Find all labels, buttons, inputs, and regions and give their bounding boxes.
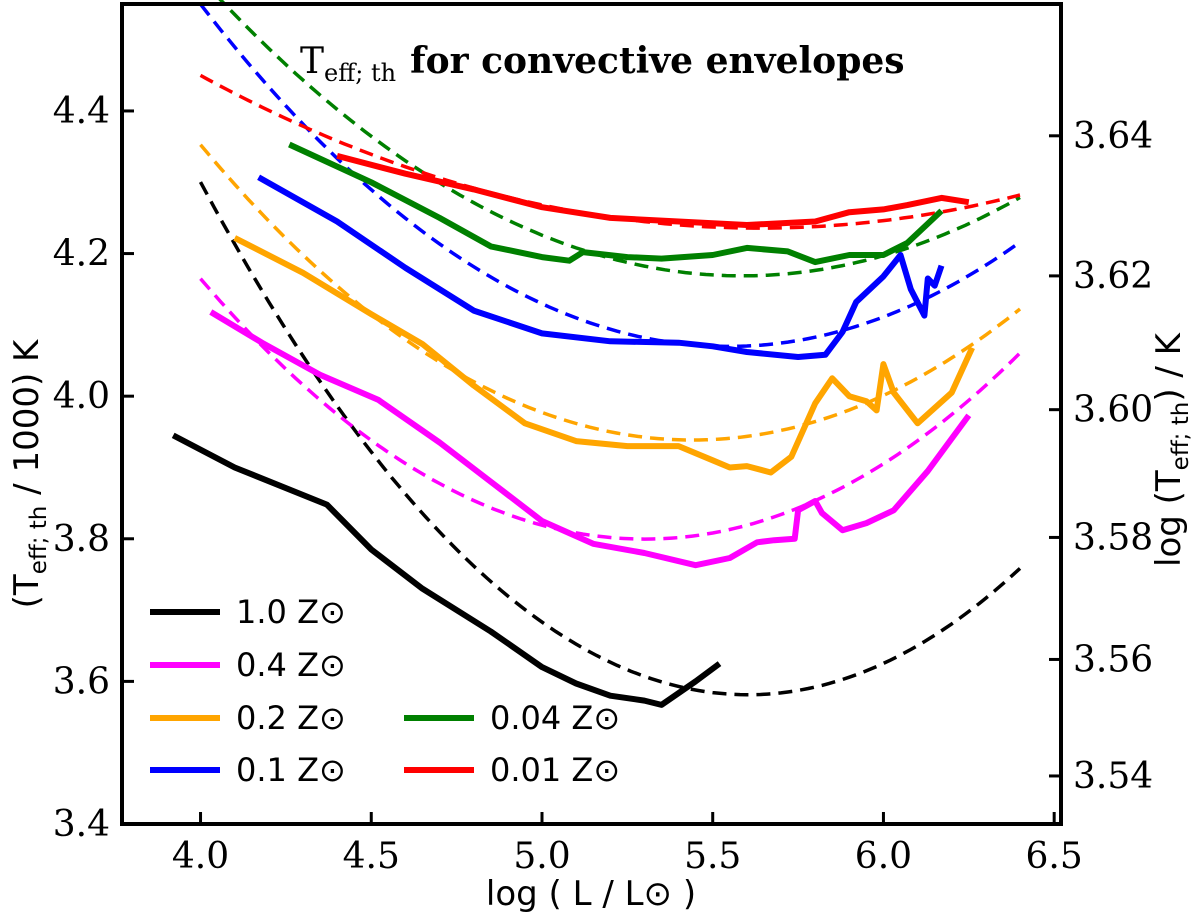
y-axis-ticks: 3.4 3.6 3.8 4.0 4.2 4.4 [53,91,134,845]
y2-axis-label: log (Teff; th) / K [1149,331,1194,567]
x-tick-label: 4.0 [172,836,229,877]
y-tick-label: 4.4 [53,91,110,132]
y2-label-rest: ) / K [1149,331,1189,401]
fit-curve-3 [199,143,1022,442]
y2-tick-label: 3.62 [1073,256,1153,297]
x-tick-label: 5.5 [684,836,741,877]
chart-title: Teff; th for convective envelopes [300,40,905,87]
y2-label-prefix: log (T [1149,470,1189,567]
y2-tick-label: 3.54 [1073,756,1153,797]
legend: 1.0 Z⊙ 0.4 Z⊙ 0.2 Z⊙ 0.1 Z⊙ 0.04 Z⊙ 0.01 Z⊙ [150,593,620,789]
y-label-prefix: (T [7,574,47,608]
fit-curve-2 [199,277,1022,541]
x-tick-label: 6.0 [855,836,912,877]
legend-label-0p01-z: 0.01 Z⊙ [490,751,620,789]
fit-curve-6 [199,73,1021,230]
legend-label-0p1-z: 0.1 Z⊙ [236,751,346,789]
x-tick-label: 5.0 [513,836,570,877]
series-line-0p1-z [257,174,945,360]
legend-label-0p2-z: 0.2 Z⊙ [236,699,346,737]
y-tick-label: 3.6 [53,661,110,702]
legend-label-1p0-z: 1.0 Z⊙ [236,593,346,631]
y2-tick-label: 3.60 [1073,390,1153,431]
title-rest: for convective envelopes [410,40,904,82]
fit-curve-1 [198,181,1022,697]
y2-tick-label: 3.56 [1073,639,1153,680]
data-lines [171,141,975,708]
y-tick-label: 3.8 [53,519,110,560]
y-label-rest: / 1000) K [7,338,47,506]
series-line-0p4-z [209,309,972,569]
x-axis-ticks: 4.0 4.5 5.0 5.5 6.0 6.5 [172,812,1083,877]
y-tick-label: 4.2 [53,234,110,275]
series-line-0p04-z [288,141,944,266]
x-tick-label: 4.5 [343,836,400,877]
y2-axis-ticks: 3.54 3.56 3.58 3.60 3.62 3.64 [1049,116,1153,797]
legend-label-0p4-z: 0.4 Z⊙ [236,646,346,684]
plot-frame [120,2,1063,826]
y2-label-subscript: eff; th [1168,402,1194,471]
y-tick-label: 3.4 [53,804,110,845]
fit-curves [198,0,1022,697]
title-prefix: T [300,41,324,82]
series-line-1p0-z [171,432,722,708]
title-subscript: eff; th [324,59,396,87]
legend-label-0p04-z: 0.04 Z⊙ [490,699,620,737]
y2-tick-label: 3.64 [1073,116,1153,157]
x-tick-label: 6.5 [1026,836,1083,877]
series-line-0p01-z [336,152,970,228]
series-line-0p2-z [233,235,975,476]
y-tick-label: 4.0 [53,376,110,417]
y2-tick-label: 3.58 [1073,517,1153,558]
y-axis-label: (Teff; th / 1000) K [7,338,52,608]
y-label-subscript: eff; th [26,506,52,575]
x-axis-label: log ( L / L⊙ ) [486,874,696,914]
